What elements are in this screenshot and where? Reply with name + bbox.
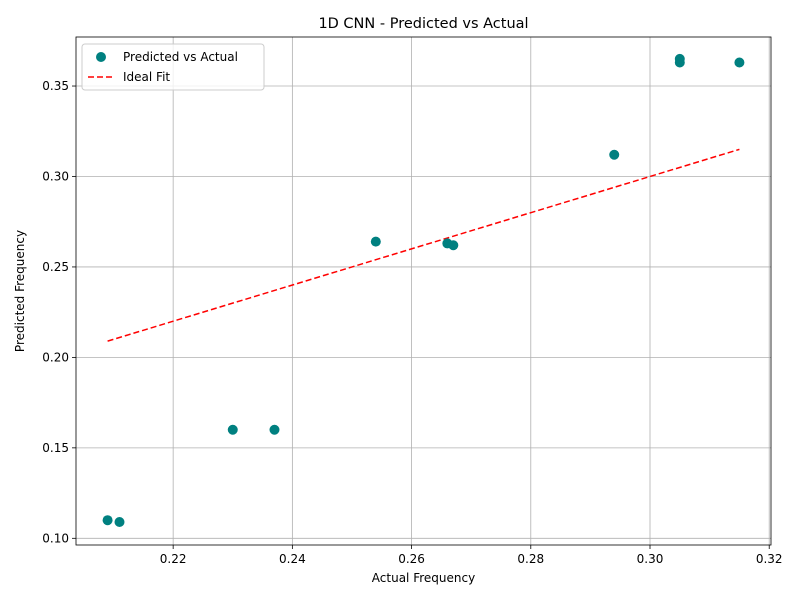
legend-label-ideal-fit: Ideal Fit: [123, 70, 170, 84]
grid-lines: [76, 37, 771, 545]
y-tick-label: 0.20: [42, 350, 69, 364]
legend-label-predicted: Predicted vs Actual: [123, 50, 238, 64]
scatter-point: [227, 424, 238, 435]
y-axis-ticks: 0.10 0.15 0.20 0.25 0.30 0.35: [42, 79, 76, 545]
y-axis-label: Predicted Frequency: [13, 230, 27, 352]
scatter-point: [114, 517, 125, 528]
plot-frame: [75, 36, 772, 546]
scatter-point: [269, 424, 280, 435]
legend-box: [81, 43, 265, 91]
y-tick-label: 0.30: [42, 169, 69, 183]
x-tick-label: 0.28: [517, 552, 544, 566]
ideal-fit-layer: [107, 148, 740, 342]
scatter-point: [609, 149, 620, 160]
scatter-point: [734, 57, 745, 68]
x-tick-label: 0.30: [637, 552, 664, 566]
y-tick-label: 0.15: [42, 441, 69, 455]
x-tick-label: 0.24: [279, 552, 306, 566]
scatter-point: [370, 236, 381, 247]
x-tick-label: 0.22: [160, 552, 187, 566]
scatter-point: [448, 240, 459, 251]
legend-marker-scatter: [96, 52, 106, 62]
ideal-fit-line: [107, 148, 740, 342]
legend: Predicted vs Actual Ideal Fit: [81, 43, 265, 91]
x-tick-label: 0.32: [756, 552, 783, 566]
scatter-points-layer: [102, 53, 745, 528]
y-tick-label: 0.35: [42, 79, 69, 93]
y-tick-label: 0.25: [42, 260, 69, 274]
chart-title: 1D CNN - Predicted vs Actual: [318, 16, 528, 32]
scatter-point: [674, 57, 685, 68]
x-tick-label: 0.26: [398, 552, 425, 566]
scatter-point: [102, 515, 113, 526]
y-tick-label: 0.10: [42, 531, 69, 545]
x-axis-label: Actual Frequency: [372, 571, 475, 585]
x-axis-ticks: 0.22 0.24 0.26 0.28 0.30 0.32: [160, 545, 783, 566]
